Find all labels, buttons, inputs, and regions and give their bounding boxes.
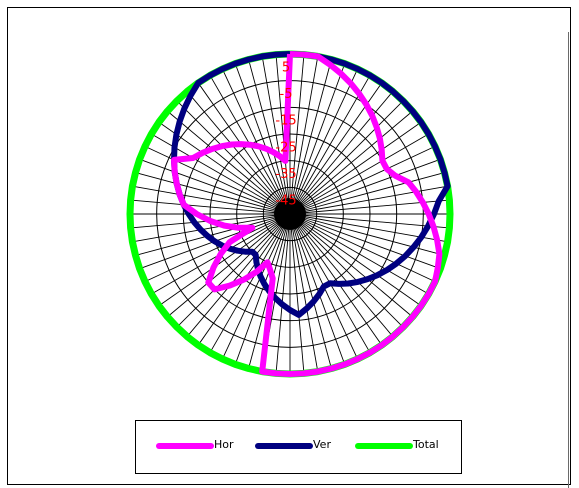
legend-item-total: Total <box>355 436 441 456</box>
radial-tick-label: -45 <box>275 194 296 209</box>
legend-label-ver: Ver <box>313 438 331 451</box>
grid-spoke <box>289 213 413 318</box>
grid-spoke <box>289 63 346 215</box>
grid-spoke <box>289 213 445 256</box>
chart-scrollbar-edge <box>568 32 569 488</box>
grid-spoke <box>289 59 332 215</box>
legend-label-hor: Hor <box>214 438 234 451</box>
grid-spoke <box>234 213 291 365</box>
grid-spoke <box>289 133 429 215</box>
legend-item-ver: Ver <box>255 436 341 456</box>
grid-spoke <box>289 213 319 372</box>
grid-spoke <box>158 213 291 307</box>
radial-tick-label: -5 <box>280 87 293 102</box>
legend-item-hor: Hor <box>156 436 242 456</box>
grid-spoke <box>135 213 291 256</box>
grid-spoke <box>275 54 291 215</box>
grid-spoke <box>289 213 332 369</box>
grid-spoke <box>186 213 291 337</box>
grid-spoke <box>234 63 291 215</box>
radial-tick-label: -35 <box>275 167 296 182</box>
grid-spoke <box>289 110 413 215</box>
radial-tick-label: -25 <box>275 140 296 155</box>
grid-spoke <box>289 213 305 374</box>
grid-spoke <box>132 185 291 215</box>
grid-spoke <box>289 75 371 215</box>
grid-spoke <box>289 213 394 337</box>
grid-spoke <box>289 91 394 215</box>
legend-label-total: Total <box>413 438 439 451</box>
polar-series <box>126 50 454 378</box>
grid-spoke <box>275 213 291 374</box>
grid-spoke <box>289 145 436 215</box>
grid-spoke <box>176 213 291 328</box>
grid-spoke <box>289 172 445 215</box>
legend-swatch-total <box>355 443 413 449</box>
grid-spoke <box>144 213 291 283</box>
grid-spoke <box>167 213 291 318</box>
grid-spoke <box>221 213 291 360</box>
grid-spoke <box>289 158 441 215</box>
grid-spoke <box>176 100 291 215</box>
grid-spoke <box>209 213 291 353</box>
grid-spoke <box>289 213 450 229</box>
grid-spoke <box>197 82 291 215</box>
grid-spoke <box>289 213 441 270</box>
grid-spoke <box>289 213 346 365</box>
radial-tick-label: -15 <box>275 114 296 129</box>
grid-spoke <box>289 68 359 215</box>
grid-spoke <box>158 121 291 215</box>
grid-spoke <box>289 185 448 215</box>
grid-spoke <box>289 213 404 328</box>
grid-spoke <box>289 56 319 215</box>
series-ver <box>171 51 451 318</box>
legend-swatch-ver <box>255 443 313 449</box>
grid-spoke <box>167 110 291 215</box>
grid-spoke <box>221 68 291 215</box>
grid-spoke <box>289 213 383 346</box>
grid-spoke <box>261 56 291 215</box>
legend: Hor Ver Total <box>135 420 462 474</box>
grid-spoke <box>289 54 305 215</box>
radial-tick-label: 5 <box>282 60 290 75</box>
grid-spoke <box>144 145 291 215</box>
grid-spoke <box>289 100 404 215</box>
grid-spoke <box>186 91 291 215</box>
grid-spoke <box>139 158 291 215</box>
grid-spoke <box>248 59 291 215</box>
grid-spoke <box>289 213 422 307</box>
grid-spoke <box>289 213 436 283</box>
grid-spoke <box>289 121 422 215</box>
grid-center <box>274 198 306 230</box>
grid-spoke <box>132 213 291 243</box>
series-hor <box>171 51 443 377</box>
grid-spoke <box>130 199 291 215</box>
legend-swatch-hor <box>156 443 214 449</box>
radial-tick-labels: 5 -5 -15 -25 -35 -45 <box>275 60 296 208</box>
grid-spoke <box>135 172 291 215</box>
grid-spoke <box>289 213 429 295</box>
